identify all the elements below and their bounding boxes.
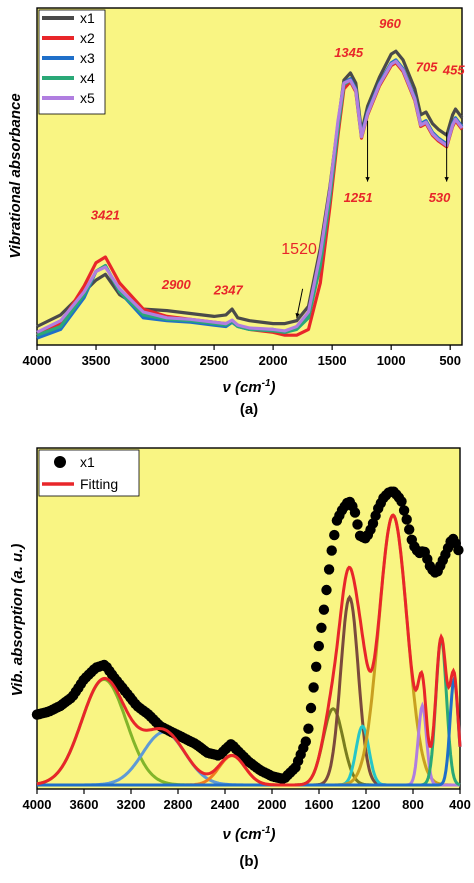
data-point: [329, 529, 340, 541]
peak-annotation: 2347: [213, 283, 244, 298]
data-point: [326, 545, 337, 556]
data-point: [311, 661, 322, 672]
x-tick-label: 2000: [259, 353, 288, 368]
fit-component-9: [37, 673, 462, 787]
data-point: [349, 507, 361, 518]
panel-b-chart: 4000 3600 3200 2800 2400 2000 1600 1200 800 400 x…: [9, 447, 471, 870]
fitting-line: [36, 513, 462, 787]
data-point: [398, 505, 410, 516]
legend-label-fitting: Fitting: [80, 476, 118, 492]
x-tick-label: 2400: [211, 797, 240, 812]
panel-a-series-group: [36, 49, 464, 340]
x-tick-label: 1600: [305, 797, 334, 812]
x-tick-label: 3200: [117, 797, 146, 812]
data-point: [318, 604, 330, 615]
panel-b-plot-area: [36, 447, 461, 790]
data-point: [323, 564, 335, 575]
data-point: [313, 640, 324, 652]
data-point: [404, 524, 415, 535]
peak-annotation: 455: [442, 62, 465, 77]
data-point: [453, 544, 464, 556]
panel-a-x-ticks: 4000 3500 3000 2500 2000 1500 1000 500: [23, 345, 461, 368]
panel-a-x-axis-label-base: ν (cm: [222, 379, 261, 396]
x-tick-label: 3600: [70, 797, 99, 812]
panel-b-legend: x1 Fitting: [38, 449, 140, 497]
data-point: [401, 514, 412, 525]
panel-b-x-axis-label: ν (cm-1): [222, 825, 275, 843]
panel-b-x-axis-label-end: ): [269, 826, 276, 843]
panel-b-fitting-curve: [36, 513, 462, 787]
peak-annotation: 2900: [161, 277, 192, 292]
x-tick-label: 400: [449, 797, 471, 812]
peak-annotation: 1520: [281, 241, 317, 258]
x-tick-label: 1200: [352, 797, 381, 812]
x-tick-label: 4000: [23, 797, 52, 812]
data-point: [300, 736, 311, 747]
legend-label-x4: x4: [80, 70, 95, 86]
x-tick-label: 800: [402, 797, 424, 812]
panel-b-x-ticks: 4000 3600 3200 2800 2400 2000 1600 1200 800 400: [23, 789, 471, 812]
panel-a-x-axis-label-end: ): [269, 379, 276, 396]
peak-annotation: 530: [429, 190, 451, 205]
peak-annotation: 1251: [344, 190, 373, 205]
x-tick-label: 1000: [377, 353, 406, 368]
panel-b-legend-box: [38, 449, 140, 497]
legend-label-x3: x3: [80, 50, 95, 66]
data-point: [316, 622, 327, 633]
panel-b-x-axis-label-sup: -1: [262, 825, 271, 836]
legend-label-x1: x1: [80, 10, 95, 26]
panel-a-annotations: 3421 2900 2347 1520 1345 960 705 455 1251 530: [91, 16, 465, 318]
data-point: [305, 702, 317, 714]
panel-b-x-axis-label-base: ν (cm: [222, 826, 261, 843]
data-point: [352, 519, 363, 530]
arrow-line: [296, 288, 304, 318]
arrow-head: [444, 177, 449, 182]
panel-b-label: (b): [239, 853, 258, 870]
peak-annotation: 3421: [91, 207, 120, 222]
x-tick-label: 2000: [258, 797, 287, 812]
peak-annotation: 705: [416, 59, 438, 74]
panel-a-chart: 3421 2900 2347 1520 1345 960 705 455 1251 530 400…: [7, 7, 465, 418]
panel-a-label: (a): [240, 401, 258, 418]
panel-a-x-axis-label-sup: -1: [262, 378, 271, 389]
x-tick-label: 2800: [164, 797, 193, 812]
data-point: [321, 584, 332, 596]
data-point: [303, 723, 314, 734]
x-tick-label: 3500: [82, 353, 111, 368]
legend-label-x5: x5: [80, 90, 95, 106]
x-tick-label: 4000: [23, 353, 52, 368]
data-point: [308, 682, 319, 693]
panel-b-y-axis-label: Vib. absorption (a. u.): [9, 544, 26, 697]
arrow-head: [365, 177, 370, 182]
x-tick-label: 1500: [318, 353, 347, 368]
arrow-head: [295, 312, 300, 318]
panel-a-legend: x1 x2 x3 x4 x5: [38, 9, 106, 115]
x-tick-label: 500: [439, 353, 461, 368]
legend-swatch-x1: [54, 456, 66, 468]
legend-label-x1: x1: [80, 454, 95, 470]
panel-b-data-points: [31, 486, 464, 784]
x-tick-label: 2500: [200, 353, 229, 368]
panel-a-y-axis-label: Vibrational absorbance: [7, 93, 24, 258]
peak-annotation: 1345: [334, 45, 364, 60]
peak-annotation: 960: [379, 16, 401, 31]
series-line-x5: [36, 59, 464, 334]
x-tick-label: 3000: [141, 353, 170, 368]
legend-label-x2: x2: [80, 30, 95, 46]
data-point: [396, 496, 407, 507]
panel-a-x-axis-label: ν (cm-1): [222, 378, 275, 396]
